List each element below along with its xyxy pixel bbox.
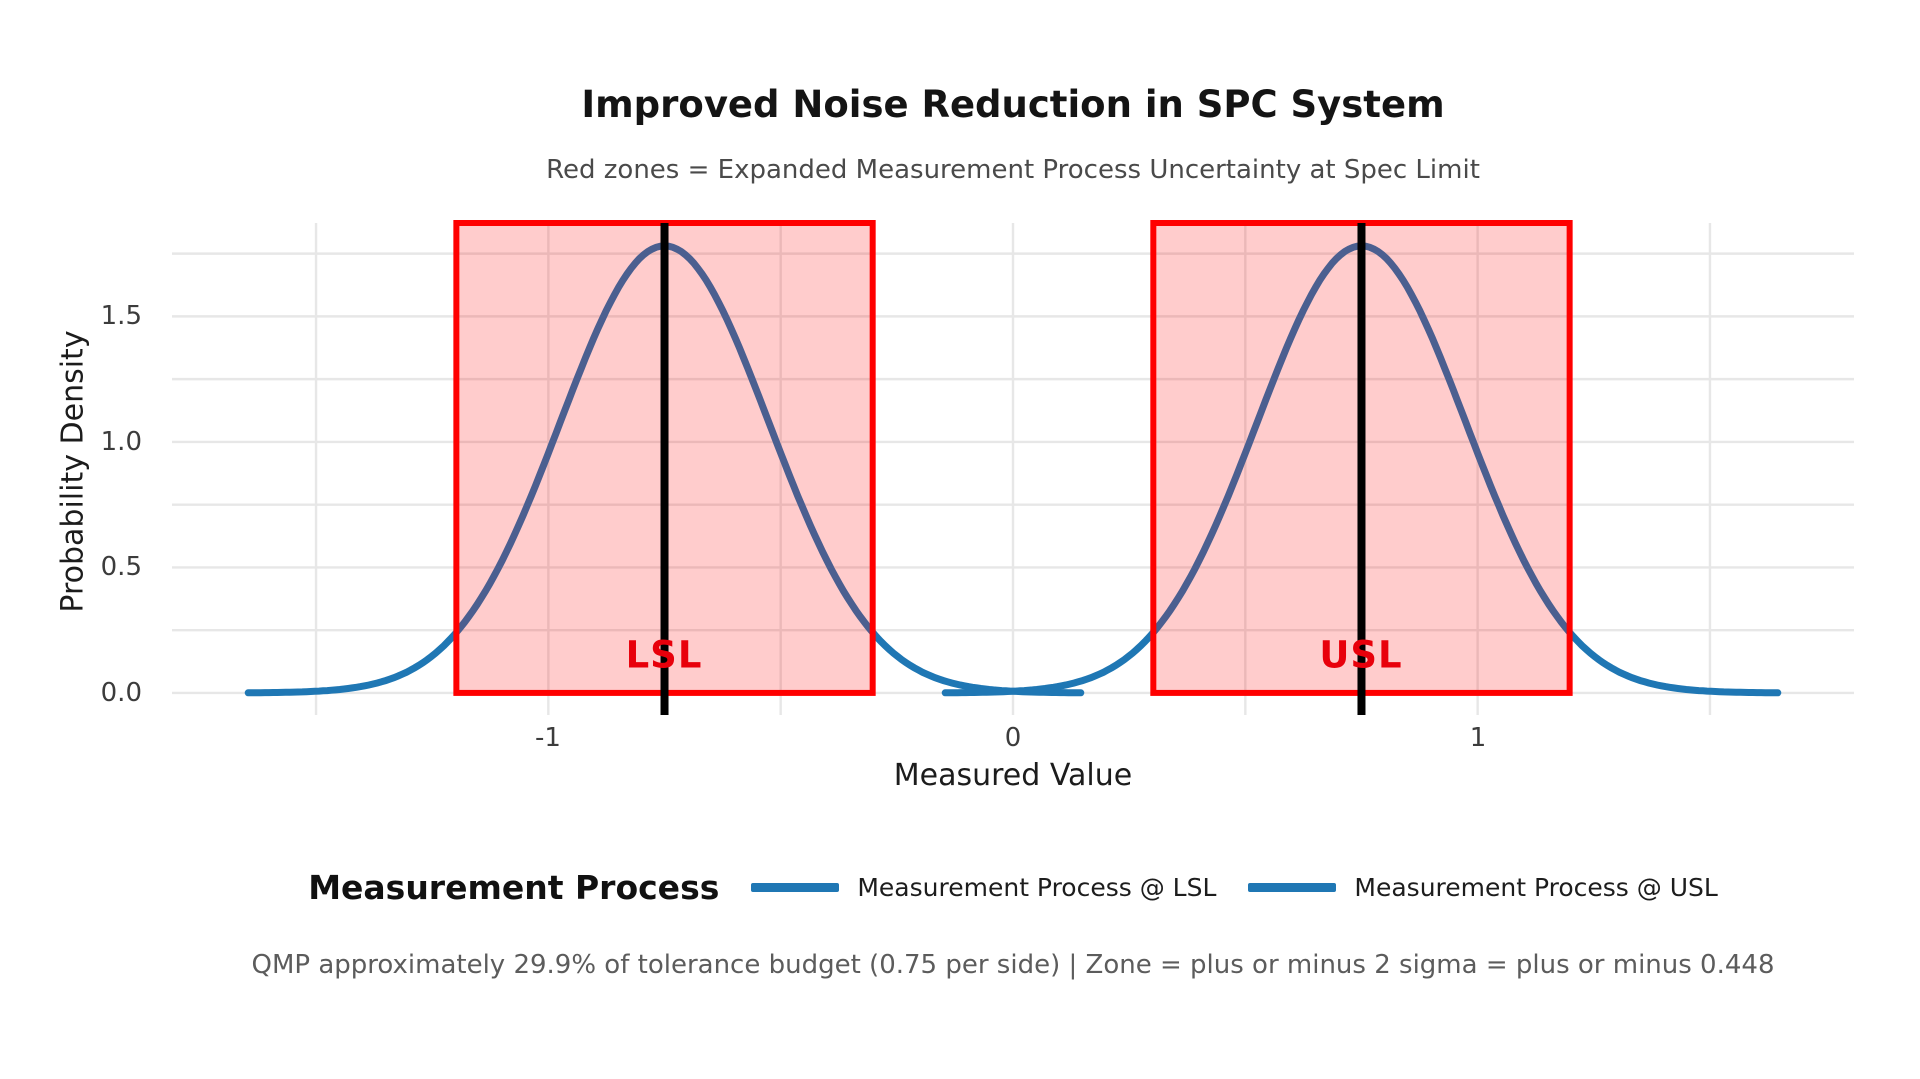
lsl-zone-label: LSL <box>625 633 703 677</box>
chart-title: Improved Noise Reduction in SPC System <box>581 83 1445 126</box>
chart-subtitle: Red zones = Expanded Measurement Process… <box>546 155 1480 185</box>
x-axis-label: Measured Value <box>893 758 1133 793</box>
legend-entry-lsl: Measurement Process @ LSL <box>751 873 1216 902</box>
y-tick-1-5: 1.5 <box>100 301 142 331</box>
usl-line-swatch-icon <box>1248 882 1337 892</box>
y-tick-1-0: 1.0 <box>100 427 142 457</box>
legend-entry-lsl-label: Measurement Process @ LSL <box>857 872 1217 902</box>
x-tick-1: 1 <box>1469 723 1487 753</box>
usl-zone-label: USL <box>1319 633 1403 677</box>
y-tick-0-0: 0.0 <box>100 678 142 708</box>
legend-entry-usl: Measurement Process @ USL <box>1248 872 1718 902</box>
x-tick-neg1: -1 <box>535 723 561 753</box>
legend-entry-usl-label: Measurement Process @ USL <box>1354 872 1718 902</box>
lsl-line-swatch-icon <box>751 882 840 892</box>
x-tick-0: 0 <box>1004 723 1022 753</box>
legend-title: Measurement Process <box>308 867 720 907</box>
legend: Measurement Process Measurement Process … <box>172 862 1854 912</box>
caption: QMP approximately 29.9% of tolerance bud… <box>251 950 1775 980</box>
y-tick-0-5: 0.5 <box>100 552 142 582</box>
